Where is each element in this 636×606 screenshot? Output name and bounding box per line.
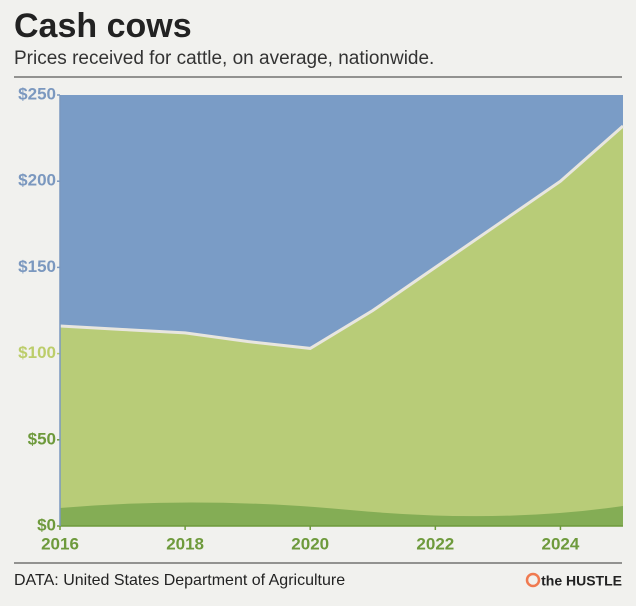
x-tick-label: 2016 xyxy=(41,534,79,553)
plot: $0 $50 $100 $150 $200 $250 2016 2018 2020 2022 202… xyxy=(18,84,624,553)
y-tick-label: $250 xyxy=(18,84,56,103)
x-tick-label: 2022 xyxy=(416,534,454,553)
area-line xyxy=(59,124,624,350)
chart-subtitle: Prices received for cattle, on average, … xyxy=(14,48,434,69)
x-tick-label: 2020 xyxy=(291,534,329,553)
logo-icon xyxy=(525,572,541,588)
y-tick-label: $50 xyxy=(28,429,56,448)
y-tick-label: $100 xyxy=(18,343,56,362)
chart-title: Cash cows xyxy=(14,7,192,45)
ground xyxy=(60,502,623,526)
y-tick-label: $200 xyxy=(18,171,56,190)
x-tick-label: 2018 xyxy=(166,534,204,553)
x-tick-label: 2024 xyxy=(542,534,580,553)
y-tick-label: $150 xyxy=(18,257,56,276)
source: DATA: United States Department of Agricu… xyxy=(14,572,345,589)
area xyxy=(60,126,623,527)
brand: the HUSTLE xyxy=(541,573,622,589)
y-tick-label: $0 xyxy=(37,515,56,534)
